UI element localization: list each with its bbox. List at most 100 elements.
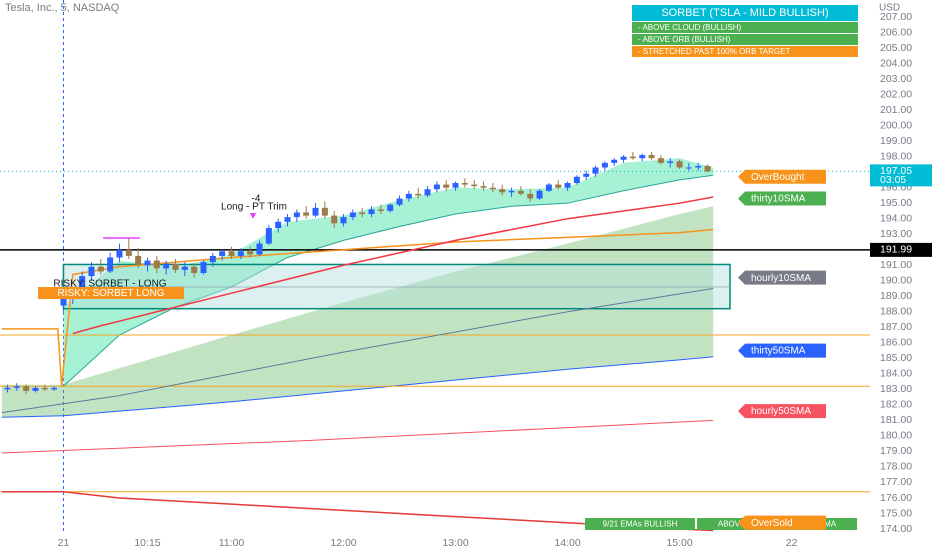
y-tick-label: 184.00	[880, 368, 912, 380]
candle-body	[107, 257, 114, 272]
y-tick-label: 203.00	[880, 73, 912, 85]
candle-body	[172, 263, 179, 270]
y-tick-label: 185.00	[880, 352, 912, 364]
tag-box	[738, 270, 826, 285]
candle-body	[97, 266, 104, 272]
y-tick-label: 201.00	[880, 104, 912, 116]
candle-body	[125, 249, 132, 256]
y-tick-label: 180.00	[880, 430, 912, 442]
candle-body	[312, 207, 319, 216]
candle-body	[611, 159, 618, 163]
candle-body	[387, 204, 394, 211]
y-tick-label: 181.00	[880, 414, 912, 426]
status-row: - STRETCHED PAST 100% ORB TARGET	[638, 47, 790, 56]
y-tick-label: 205.00	[880, 42, 912, 54]
annotation: RISKY: SORBET LONG	[57, 288, 164, 299]
candle-body	[209, 255, 216, 263]
candle-body	[545, 184, 552, 191]
y-tick-label: 194.00	[880, 212, 912, 224]
candle-body	[293, 212, 300, 218]
y-tick-label: 199.00	[880, 135, 912, 147]
annotation: RISKY: SORBET - LONG	[53, 279, 166, 290]
candle-body	[471, 184, 478, 187]
candle-body	[480, 186, 487, 188]
status-title: SORBET (TSLA - MILD BULLISH)	[661, 7, 828, 19]
tag-label: thirty50SMA	[751, 346, 806, 357]
y-tick-label: 190.00	[880, 275, 912, 287]
y-tick-label: 175.00	[880, 507, 912, 519]
candle-body	[340, 217, 347, 224]
last-price-label: 197.05	[880, 165, 912, 177]
candle-body	[237, 251, 244, 256]
price-axis	[870, 0, 932, 550]
candle-body	[153, 260, 160, 269]
candle-body	[499, 189, 506, 193]
tag-box	[738, 169, 826, 184]
entry-tag-bg	[38, 287, 184, 299]
candle-body	[527, 193, 534, 199]
candle-body	[191, 266, 198, 273]
x-tick-label: 21	[58, 537, 70, 549]
tag-label: OverSold	[751, 518, 793, 529]
candle-body	[275, 221, 282, 229]
key-level-label: 191.99	[880, 244, 912, 256]
candle-body	[555, 184, 562, 188]
candle-body	[303, 212, 310, 216]
tag-label: thirty10SMA	[751, 194, 806, 205]
candle-body	[433, 184, 440, 190]
status-row-bg	[632, 46, 858, 57]
indicator-line	[1, 419, 714, 454]
candle-body	[639, 155, 646, 159]
tag-box	[738, 343, 826, 358]
y-tick-label: 178.00	[880, 461, 912, 473]
candle-body	[676, 161, 683, 168]
status-row: - ABOVE CLOUD (BULLISH)	[638, 23, 741, 32]
candle-body	[32, 387, 39, 391]
candle-body	[508, 190, 515, 193]
candle-body	[228, 251, 235, 256]
candle-body	[4, 387, 11, 390]
candle-body	[247, 251, 254, 255]
tag-box	[738, 191, 826, 206]
indicator-line	[72, 196, 714, 335]
trim-arrow	[250, 213, 256, 219]
tag-box	[738, 404, 826, 419]
y-tick-label: 183.00	[880, 383, 912, 395]
cloud	[1, 206, 714, 418]
candle-body	[41, 387, 48, 390]
candle-body	[452, 183, 459, 188]
status-title-bg	[632, 5, 858, 21]
candle-body	[284, 217, 291, 222]
currency: USD	[879, 3, 900, 14]
candle-body	[144, 260, 151, 266]
candle-body	[51, 387, 58, 390]
y-tick-label: 179.00	[880, 445, 912, 457]
y-tick-label: 193.00	[880, 228, 912, 240]
candle-body	[573, 176, 580, 184]
x-tick-label: 15:00	[666, 537, 692, 549]
y-tick-label: 182.00	[880, 399, 912, 411]
footer-label: 9/21 EMAs BULLISH	[603, 520, 678, 529]
candle-body	[265, 228, 272, 244]
tag-label: hourly50SMA	[751, 406, 811, 417]
y-tick-label: 195.00	[880, 197, 912, 209]
y-tick-label: 174.00	[880, 523, 912, 535]
status-row-bg	[632, 34, 858, 45]
candle-body	[331, 215, 338, 224]
x-tick-label: 14:00	[554, 537, 580, 549]
y-tick-label: 207.00	[880, 11, 912, 23]
countdown-label: 03:05	[880, 174, 906, 186]
candle-body	[536, 190, 543, 199]
candle-body	[583, 173, 590, 177]
indicator-line	[1, 288, 714, 414]
cloud-edge	[1, 356, 714, 418]
candle-body	[200, 262, 207, 273]
y-tick-label: 177.00	[880, 476, 912, 488]
symbol-title: Tesla, Inc., 5, NASDAQ	[5, 2, 120, 14]
candle-body	[13, 386, 20, 388]
y-tick-label: 189.00	[880, 290, 912, 302]
candle-body	[116, 249, 123, 258]
x-tick-label: 13:00	[442, 537, 468, 549]
candle-body	[648, 155, 655, 159]
